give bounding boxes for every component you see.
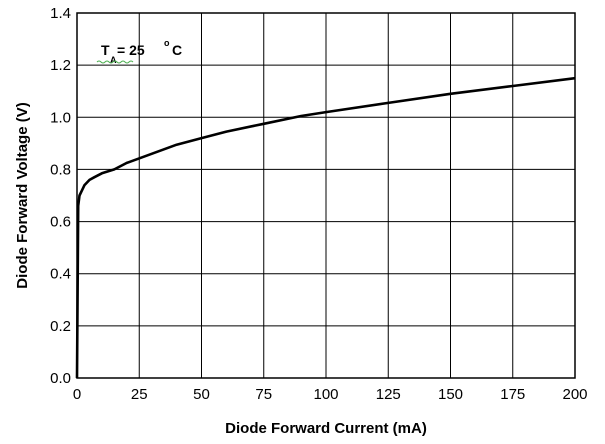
x-tick-label: 200: [562, 386, 587, 403]
y-tick-label: 1.4: [50, 5, 71, 22]
y-tick-label: 0.6: [50, 214, 71, 231]
x-tick-labels: 0 25 50 75 100 125 150 175 200: [73, 386, 588, 403]
annotation-t: T: [101, 42, 110, 58]
x-tick-label: 100: [313, 386, 338, 403]
plot-frame: [76, 12, 576, 379]
y-tick-label: 0.2: [50, 318, 71, 335]
annotation-unit: C: [172, 42, 182, 58]
y-tick-label: 0.0: [50, 370, 71, 387]
y-tick-label: 0.4: [50, 266, 71, 283]
temperature-annotation: T A = 25 o C: [96, 38, 182, 65]
annotation-degree: o: [164, 38, 170, 48]
y-tick-label: 1.2: [50, 57, 71, 74]
y-axis-title: Diode Forward Voltage (V): [14, 102, 31, 288]
series-layer: [75, 76, 576, 379]
x-tick-label: 0: [73, 386, 81, 403]
annotation-value: = 25: [117, 42, 145, 58]
x-tick-label: 125: [376, 386, 401, 403]
y-tick-labels: 0.0 0.2 0.4 0.6 0.8 1.0 1.2 1.4: [50, 5, 71, 387]
annotation-subscript: A: [110, 55, 117, 65]
annotation-squiggle: [96, 60, 134, 64]
x-axis-title: Diode Forward Current (mA): [225, 420, 427, 437]
y-tick-label: 0.8: [50, 161, 71, 178]
y-tick-label: 1.0: [50, 109, 71, 126]
x-tick-label: 25: [131, 386, 148, 403]
forward-voltage-curve: [75, 76, 576, 379]
x-tick-label: 50: [193, 386, 210, 403]
x-tick-label: 75: [255, 386, 272, 403]
x-tick-label: 175: [500, 386, 525, 403]
grid: [76, 12, 576, 379]
x-tick-label: 150: [438, 386, 463, 403]
